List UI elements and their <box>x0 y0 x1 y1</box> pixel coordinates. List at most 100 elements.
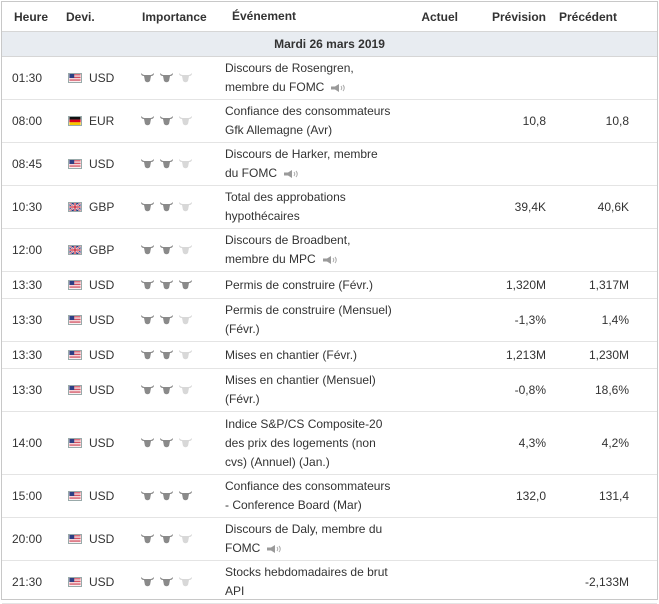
event-name-line[interactable]: Confiance des consommateurs <box>225 477 404 496</box>
event-name-line[interactable]: Total des approbations <box>225 188 404 207</box>
speech-icon[interactable] <box>266 544 283 554</box>
event-name-line[interactable]: membre du FOMC <box>225 78 404 97</box>
table-row[interactable]: 13:30 USD Permis de construire (Mensuel) (F… <box>2 299 657 342</box>
event-name-text[interactable]: (Févr.) <box>225 392 260 406</box>
event-name-line[interactable]: - Conference Board (Mar) <box>225 496 404 515</box>
event-name-line[interactable]: Permis de construire (Févr.) <box>225 276 404 295</box>
date-bar: Mardi 26 mars 2019 <box>2 32 657 57</box>
event-name-line[interactable]: Discours de Harker, membre <box>225 145 404 164</box>
event-name-line[interactable]: Mises en chantier (Mensuel) <box>225 371 404 390</box>
col-header-currency[interactable]: Devi. <box>66 9 95 24</box>
event-name-text[interactable]: Discours de Broadbent, <box>225 233 351 247</box>
speech-icon[interactable] <box>283 169 300 179</box>
table-row[interactable]: 13:30 USD Mises en chantier (Mensuel) (Févr… <box>2 369 657 412</box>
event-name-text[interactable]: API <box>225 584 245 598</box>
us-flag-icon <box>68 159 82 169</box>
event-name-line[interactable]: hypothécaires <box>225 207 404 226</box>
event-name-text[interactable]: hypothécaires <box>225 209 300 223</box>
table-row[interactable]: 13:30 USD Permis de construire (Févr.) 1,32… <box>2 272 657 299</box>
table-row[interactable]: 15:00 USD Confiance des consommateurs - Con… <box>2 475 657 518</box>
event-name-text[interactable]: Indice S&P/CS Composite-20 <box>225 416 383 431</box>
event-name-text[interactable]: Discours de Harker, membre <box>225 147 378 161</box>
event-cell[interactable]: Total des approbations hypothécaires <box>218 188 404 226</box>
event-cell[interactable]: Discours de Harker, membre du FOMC <box>218 145 404 183</box>
table-row[interactable]: 21:30 USD Stocks hebdomadaires de brut API -… <box>2 561 657 604</box>
col-header-importance[interactable]: Importance <box>142 9 207 24</box>
event-name-text[interactable]: Discours de Rosengren, <box>225 61 354 75</box>
event-cell[interactable]: Permis de construire (Févr.) <box>218 276 404 295</box>
table-row[interactable]: 10:30 GBP Total des approbations hypothécai… <box>2 186 657 229</box>
event-cell[interactable]: Mises en chantier (Mensuel) (Févr.) <box>218 371 404 409</box>
event-cell[interactable]: Confiance des consommateurs - Conference … <box>218 477 404 515</box>
event-cell[interactable]: Stocks hebdomadaires de brut API <box>218 563 404 601</box>
event-name-line[interactable]: Stocks hebdomadaires de brut <box>225 563 404 582</box>
event-name-line[interactable]: Indice S&P/CS Composite-20 <box>225 415 404 434</box>
event-cell[interactable]: Confiance des consommateurs Gfk Allemagne… <box>218 102 404 140</box>
event-name-line[interactable]: Gfk Allemagne (Avr) <box>225 121 404 140</box>
importance-cell <box>130 244 218 256</box>
event-name-line[interactable]: Mises en chantier (Févr.) <box>225 346 404 365</box>
table-row[interactable]: 12:00 GBP Discours de Broadbent, membre du … <box>2 229 657 272</box>
event-name-text[interactable]: Permis de construire (Mensuel) <box>225 303 392 317</box>
event-name-text[interactable]: du FOMC <box>225 166 278 180</box>
event-name-line[interactable]: Discours de Daly, membre du <box>225 520 404 539</box>
event-name-text[interactable]: Stocks hebdomadaires de brut <box>225 565 388 579</box>
event-name-text[interactable]: Total des approbations <box>225 190 346 204</box>
col-header-forecast[interactable]: Prévision <box>491 9 546 24</box>
event-name-text[interactable]: - Conference Board (Mar) <box>225 498 362 512</box>
event-cell[interactable]: Indice S&P/CS Composite-20 des prix des l… <box>218 415 404 472</box>
event-name-text[interactable]: Confiance des consommateurs <box>225 479 391 493</box>
event-name-text[interactable]: cvs) (Annuel) (Jan.) <box>225 454 330 469</box>
speech-icon[interactable] <box>322 255 339 265</box>
table-row[interactable]: 14:00 USD Indice S&P/CS Composite-20 des pr… <box>2 412 657 475</box>
event-name-line[interactable]: API <box>225 582 404 601</box>
event-name-text[interactable]: des prix des logements (non <box>225 435 376 450</box>
bull-icon <box>179 577 192 587</box>
table-row[interactable]: 08:00 EUR Confiance des consommateurs Gfk A… <box>2 100 657 143</box>
event-name-text[interactable]: Discours de Daly, membre du <box>225 522 383 536</box>
col-header-event[interactable]: Événement <box>232 9 297 23</box>
us-flag-icon <box>68 73 82 83</box>
col-header-actual[interactable]: Actuel <box>421 9 458 24</box>
event-name-text[interactable]: Mises en chantier (Févr.) <box>225 347 358 362</box>
event-name-line[interactable]: du FOMC <box>225 164 404 183</box>
event-name-text[interactable]: membre du FOMC <box>225 80 325 94</box>
event-name-line[interactable]: Permis de construire (Mensuel) <box>225 301 404 320</box>
event-name-line[interactable]: FOMC <box>225 539 404 558</box>
table-row[interactable]: 08:45 USD Discours de Harker, membre du FOM… <box>2 143 657 186</box>
currency-code: USD <box>89 313 115 327</box>
event-name-text[interactable]: Confiance des consommateurs <box>225 104 391 118</box>
event-name-text[interactable]: (Févr.) <box>225 322 260 336</box>
event-cell[interactable]: Permis de construire (Mensuel) (Févr.) <box>218 301 404 339</box>
event-name-line[interactable]: Confiance des consommateurs <box>225 102 404 121</box>
col-header-time[interactable]: Heure <box>14 9 49 24</box>
event-name-text[interactable]: Permis de construire (Févr.) <box>225 277 374 292</box>
event-name-text[interactable]: membre du MPC <box>225 252 316 266</box>
time-cell: 08:45 <box>12 157 43 171</box>
table-row[interactable]: 01:30 USD Discours de Rosengren, membre du … <box>2 57 657 100</box>
event-name-text[interactable]: FOMC <box>225 541 261 555</box>
event-name-line[interactable]: (Févr.) <box>225 390 404 409</box>
bull-icon <box>141 159 154 169</box>
event-cell[interactable]: Discours de Broadbent, membre du MPC <box>218 231 404 269</box>
us-flag-icon <box>68 491 82 501</box>
forecast-cell: -0,8% <box>514 383 546 397</box>
event-name-line[interactable]: cvs) (Annuel) (Jan.) <box>225 453 404 472</box>
event-name-line[interactable]: membre du MPC <box>225 250 404 269</box>
table-row[interactable]: 20:00 USD Discours de Daly, membre du FOMC <box>2 518 657 561</box>
event-name-line[interactable]: Discours de Broadbent, <box>225 231 404 250</box>
event-name-text[interactable]: Mises en chantier (Mensuel) <box>225 373 376 387</box>
event-name-line[interactable]: (Févr.) <box>225 320 404 339</box>
event-cell[interactable]: Mises en chantier (Févr.) <box>218 346 404 365</box>
importance-cell <box>130 279 218 291</box>
table-row[interactable]: 13:30 USD Mises en chantier (Févr.) 1,213M 1… <box>2 342 657 369</box>
time-cell: 01:30 <box>12 71 43 85</box>
event-cell[interactable]: Discours de Rosengren, membre du FOMC <box>218 59 404 97</box>
us-flag-icon <box>68 385 82 395</box>
event-name-text[interactable]: Gfk Allemagne (Avr) <box>225 123 333 137</box>
col-header-previous[interactable]: Précédent <box>558 9 617 24</box>
event-cell[interactable]: Discours de Daly, membre du FOMC <box>218 520 404 558</box>
speech-icon[interactable] <box>330 83 347 93</box>
event-name-line[interactable]: Discours de Rosengren, <box>225 59 404 78</box>
event-name-line[interactable]: des prix des logements (non <box>225 434 404 453</box>
